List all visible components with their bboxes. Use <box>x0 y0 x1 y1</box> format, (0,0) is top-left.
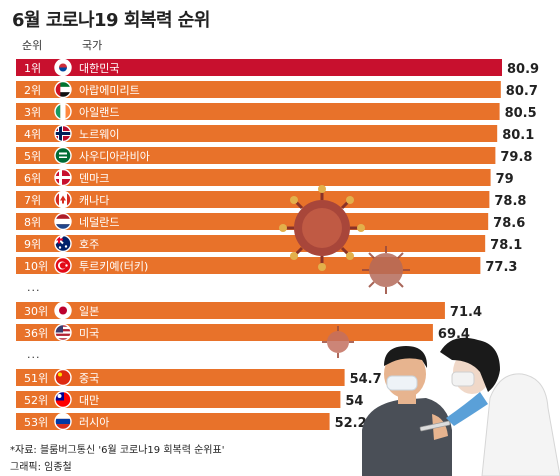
bar <box>16 103 500 120</box>
rank-label: 5위 <box>24 150 41 163</box>
bar-row: 9위 호주 78.1 <box>16 234 522 253</box>
value-label: 80.7 <box>506 84 538 99</box>
bar <box>16 391 341 408</box>
bar-row: 51위 중국 54.7 <box>16 368 382 387</box>
bar-row: 6위 덴마크 79 <box>16 168 514 187</box>
country-label: 중국 <box>79 372 99 385</box>
bar <box>16 169 491 186</box>
bar-row: 7위 캐나다 78.8 <box>16 190 526 209</box>
bar-row: 1위 대한민국 80.9 <box>16 58 539 77</box>
rank-label: 10위 <box>24 260 48 273</box>
country-label: 투르키예(터키) <box>79 260 148 273</box>
rank-label: 9위 <box>24 238 41 251</box>
uae-flag-icon <box>54 80 72 99</box>
virus-illustration-large <box>279 185 365 271</box>
bar <box>16 302 445 319</box>
country-label: 호주 <box>79 238 99 251</box>
value-label: 79 <box>496 172 514 187</box>
value-label: 77.3 <box>485 260 517 275</box>
rank-label: 53위 <box>24 416 48 429</box>
rank-label: 36위 <box>24 327 48 340</box>
value-label: 80.5 <box>505 106 537 121</box>
rank-label: 30위 <box>24 305 48 318</box>
rank-label: 6위 <box>24 172 41 185</box>
rank-label: 2위 <box>24 84 41 97</box>
bar-row: 3위 아일랜드 80.5 <box>16 102 537 121</box>
saudi-arabia-flag-icon <box>54 146 72 165</box>
value-label: 78.6 <box>493 216 525 231</box>
bar-row: 2위 아랍에미리트 80.7 <box>16 80 538 99</box>
rank-label: 4위 <box>24 128 41 141</box>
bar <box>16 191 490 208</box>
bar-row: 53위 러시아 52.2 <box>16 412 367 431</box>
value-label: 80.9 <box>507 62 539 77</box>
bar <box>16 59 502 76</box>
virus-illustration-medium <box>362 246 410 294</box>
usa-flag-icon <box>54 323 72 342</box>
denmark-flag-icon <box>54 168 72 187</box>
country-label: 아일랜드 <box>79 105 119 119</box>
bar <box>16 413 330 430</box>
country-label: 러시아 <box>79 416 109 429</box>
country-label: 덴마크 <box>79 172 109 185</box>
chart-title: 6월 코로나19 회복력 순위 <box>12 10 210 31</box>
value-label: 80.1 <box>502 128 534 143</box>
value-label: 79.8 <box>500 150 532 165</box>
rank-label: 3위 <box>24 106 41 119</box>
russia-flag-icon <box>54 412 72 431</box>
country-label: 캐나다 <box>79 194 109 207</box>
value-label: 54.7 <box>350 372 382 387</box>
rank-column-header: 순위 <box>22 39 43 52</box>
value-label: 71.4 <box>450 305 482 320</box>
bar-row: 5위 사우디아라비아 79.8 <box>16 146 532 165</box>
source-note: *자료: 블룸버그통신 '6월 코로나19 회복력 순위표' <box>10 445 225 456</box>
omitted-ranks-ellipsis-2: ... <box>27 348 41 361</box>
bar-row: 8위 네덜란드 78.6 <box>16 212 525 231</box>
country-label: 사우디아라비아 <box>79 150 150 163</box>
japan-flag-icon <box>54 301 72 320</box>
south-korea-flag-icon <box>54 58 72 77</box>
bar-row: 4위 노르웨이 80.1 <box>16 124 534 143</box>
country-column-header: 국가 <box>82 39 103 52</box>
country-label: 노르웨이 <box>79 128 119 141</box>
country-label: 대만 <box>79 394 99 407</box>
turkey-flag-icon <box>54 256 72 275</box>
canada-flag-icon <box>54 190 72 209</box>
value-label: 54 <box>345 394 363 409</box>
rank-label: 8위 <box>24 216 41 229</box>
bar <box>16 125 498 142</box>
rank-label: 51위 <box>24 372 48 385</box>
bar <box>16 235 486 252</box>
value-label: 52.2 <box>335 416 367 431</box>
rank-label: 1위 <box>24 62 41 75</box>
norway-flag-icon <box>54 124 72 143</box>
bar <box>16 213 489 230</box>
omitted-ranks-ellipsis: ... <box>27 281 41 294</box>
country-label: 네덜란드 <box>79 216 119 229</box>
graphic-credit: 그래픽: 임종철 <box>10 462 72 473</box>
value-label: 78.8 <box>494 194 526 209</box>
bar-row: 30위 일본 71.4 <box>16 301 482 320</box>
bar <box>16 147 496 164</box>
ireland-flag-icon <box>54 102 72 121</box>
vaccination-illustration <box>362 337 560 476</box>
china-flag-icon <box>54 368 72 387</box>
rank-label: 52위 <box>24 394 48 407</box>
taiwan-flag-icon <box>54 390 72 409</box>
virus-illustration-small <box>322 326 354 358</box>
bar <box>16 81 501 98</box>
bar-row: 52위 대만 54 <box>16 390 363 409</box>
country-label: 대한민국 <box>79 62 119 75</box>
bar <box>16 369 345 386</box>
rank-label: 7위 <box>24 194 41 207</box>
value-label: 78.1 <box>490 238 522 253</box>
netherlands-flag-icon <box>54 212 72 231</box>
country-label: 일본 <box>79 304 99 318</box>
country-label: 미국 <box>79 327 99 340</box>
country-label: 아랍에미리트 <box>79 84 140 97</box>
